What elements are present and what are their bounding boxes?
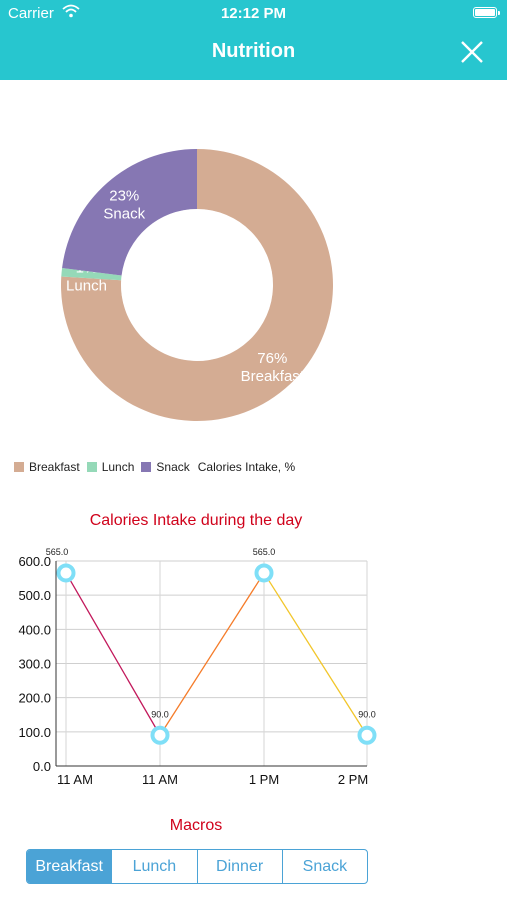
data-point (56, 563, 76, 583)
x-tick-label: 1 PM (249, 772, 279, 787)
pie-slice-percent: 23% (109, 187, 139, 204)
status-time: 12:12 PM (220, 5, 287, 22)
pie-legend: Breakfast Lunch Snack Calories Intake, % (14, 460, 295, 474)
legend-label: Breakfast (29, 460, 80, 474)
data-point (357, 725, 377, 745)
y-tick-label: 400.0 (18, 622, 51, 637)
legend-label: Snack (156, 460, 190, 474)
close-icon (461, 41, 483, 63)
calories-line-chart: 0.0 100.0 200.0 300.0 400.0 500.0 600.0 11 AM 11… (18, 547, 377, 787)
line-segment (65, 572, 161, 736)
pie-slice-breakfast (60, 149, 333, 421)
data-point (150, 725, 170, 745)
y-tick-label: 300.0 (18, 657, 51, 672)
data-label: 565.0 (253, 547, 276, 557)
page-title: Nutrition (211, 40, 296, 62)
legend-item-breakfast: Breakfast (14, 460, 80, 474)
macros-title: Macros (169, 817, 223, 834)
pie-slice-label: Breakfast (241, 368, 305, 385)
legend-description: Calories Intake, % (197, 460, 296, 474)
y-tick-label: 500.0 (18, 588, 51, 603)
pie-slice-snack (62, 149, 197, 276)
macros-segmented-control: Breakfast Lunch Dinner Snack (26, 849, 368, 884)
x-tick-label: 11 AM (57, 772, 93, 787)
segment-breakfast[interactable]: Breakfast (27, 850, 113, 883)
nav-header: Carrier 12:12 PM Nutrition (0, 0, 507, 80)
segment-dinner[interactable]: Dinner (198, 850, 283, 883)
legend-item-lunch: Lunch (86, 460, 135, 474)
legend-swatch-lunch (86, 462, 97, 472)
data-label: 90.0 (358, 709, 376, 719)
legend-swatch-breakfast (14, 462, 24, 472)
data-label: 565.0 (46, 547, 69, 557)
legend-swatch-snack (141, 462, 152, 472)
line-chart-title: Calories Intake during the day (89, 512, 303, 529)
x-tick-label: 11 AM (142, 772, 178, 787)
status-bar: Carrier 12:12 PM (0, 0, 507, 28)
x-tick-label: 2 PM (338, 772, 368, 787)
data-label: 90.0 (151, 709, 169, 719)
legend-item-snack: Snack (141, 460, 190, 474)
carrier-label: Carrier (8, 5, 54, 22)
y-tick-label: 600.0 (18, 554, 51, 569)
wifi-icon (62, 4, 80, 22)
segment-lunch[interactable]: Lunch (112, 850, 198, 883)
pie-slice-lunch (61, 267, 122, 281)
segment-snack[interactable]: Snack (302, 858, 348, 875)
pie-slice-percent: 76% (257, 350, 287, 367)
close-button[interactable] (458, 38, 486, 66)
pie-slice-label: Lunch (66, 278, 107, 295)
pie-slice-label: Snack (103, 205, 145, 222)
pie-hole (129, 217, 265, 353)
y-tick-label: 100.0 (18, 725, 51, 740)
battery-icon (473, 7, 500, 18)
legend-label: Lunch (101, 460, 135, 474)
line-segment (263, 572, 368, 736)
data-point (254, 563, 274, 583)
y-tick-label: 0.0 (33, 759, 51, 774)
y-tick-label: 200.0 (18, 691, 51, 706)
line-segment (159, 572, 265, 736)
